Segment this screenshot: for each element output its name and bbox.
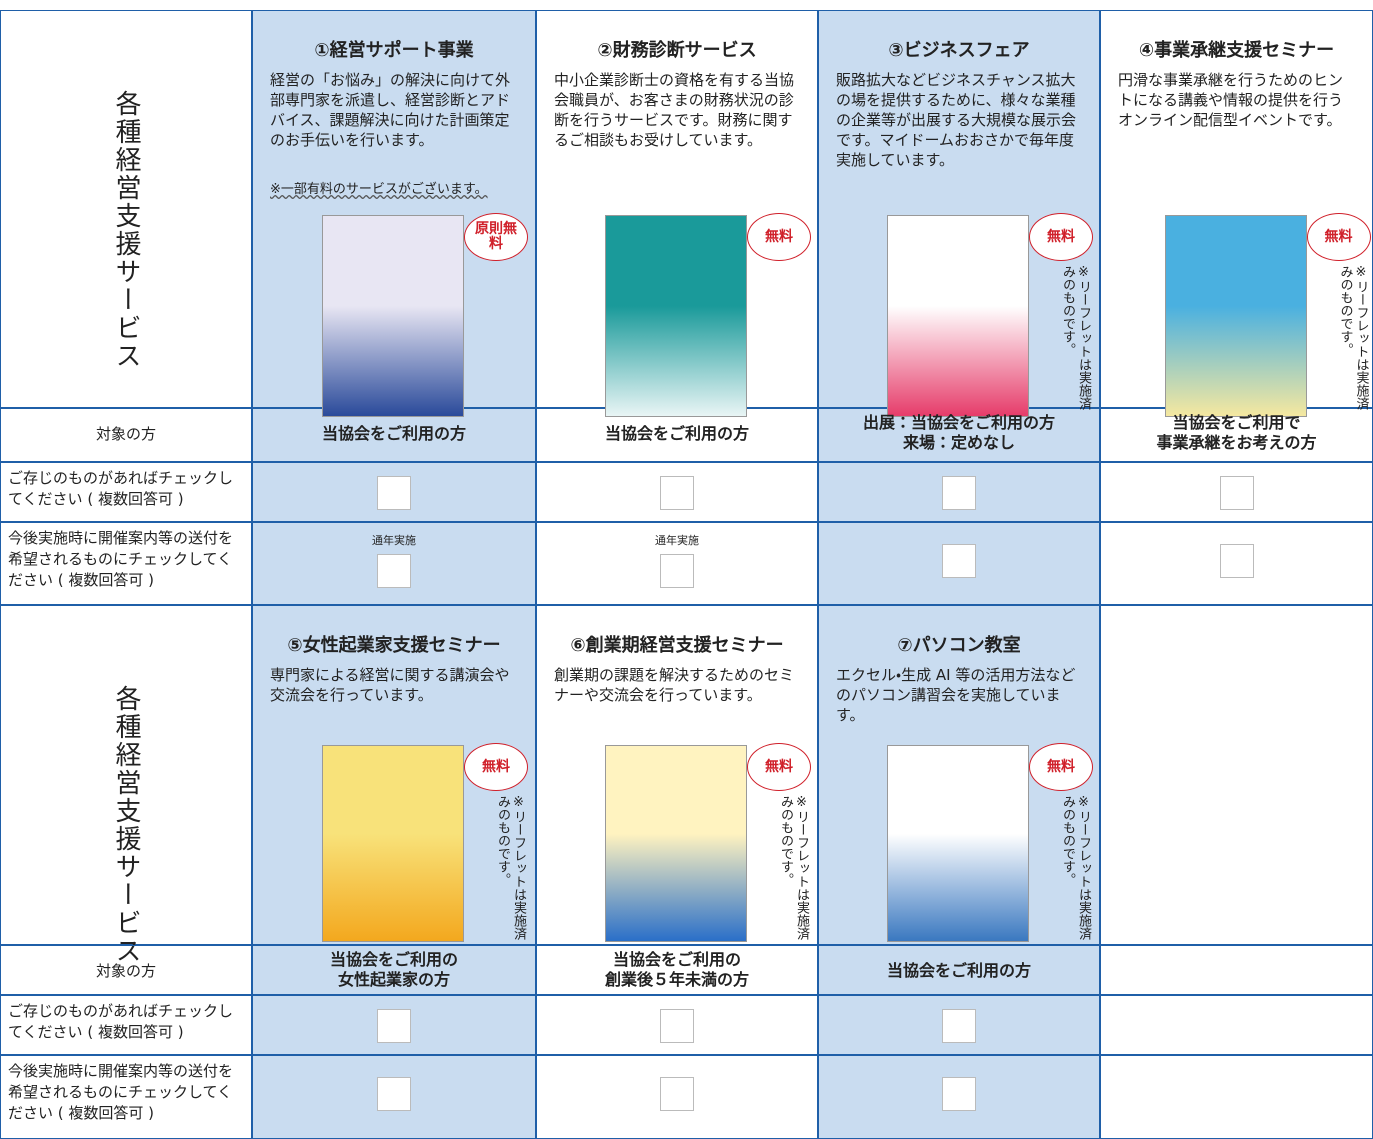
- section-label-cell: [0, 10, 252, 408]
- row-label: ご存じのものがあればチェックしてください ( 複数回答可 ): [8, 1002, 234, 1041]
- checkbox-notify[interactable]: [660, 554, 694, 588]
- service-title: ③ビジネスフェア: [888, 40, 1030, 61]
- free-badge: 無料: [747, 213, 811, 261]
- target: 当協会をご利用の方: [252, 424, 536, 444]
- target-line: 来場：定めなし: [902, 433, 1015, 452]
- checkbox-notify[interactable]: [942, 544, 976, 578]
- target-line: 当協会をご利用の: [329, 950, 458, 969]
- checkbox-notify[interactable]: [942, 1077, 976, 1111]
- target-line: 創業後５年未満の方: [604, 970, 749, 989]
- service-title: ⑥創業期経営支援セミナー: [570, 635, 784, 656]
- table-cell: [252, 945, 536, 995]
- service-title: ④事業承継支援セミナー: [1138, 40, 1335, 61]
- leaflet-image: [887, 745, 1029, 942]
- service-title: ⑤女性起業家支援セミナー: [287, 635, 501, 656]
- checkbox-notify[interactable]: [660, 1077, 694, 1111]
- leaflet-image: [322, 215, 464, 417]
- checkbox-known[interactable]: [660, 476, 694, 510]
- service-note: ※一部有料のサービスがございます。: [270, 182, 488, 197]
- leaflet-note: ※リーフレットは実施済みのものです。: [495, 795, 526, 940]
- target: 当協会をご利用の 女性起業家の方: [252, 950, 536, 990]
- target-line: 当協会をご利用で: [1172, 413, 1301, 432]
- checkbox-known[interactable]: [1219, 476, 1254, 510]
- table-cell: [818, 945, 1100, 995]
- target: 当協会をご利用の 創業後５年未満の方: [536, 950, 818, 990]
- target-line: 当協会をご利用の: [612, 950, 741, 969]
- service-title: ①経営サポート事業: [314, 40, 474, 61]
- service-description: 創業期の課題を解決するためのセミナーや交流会を行っています。: [554, 666, 795, 704]
- target: 出展：当協会をご利用の方 来場：定めなし: [818, 413, 1100, 453]
- table-cell: [536, 522, 818, 605]
- schedule-note: 通年実施: [372, 534, 416, 547]
- service-description: 専門家による経営に関する講演会や交流会を行っています。: [270, 666, 510, 704]
- section-label-cell: [0, 605, 252, 945]
- target: 当協会をご利用の方: [818, 961, 1100, 981]
- leaflet-note: ※リーフレットは実施済みのものです。: [1060, 795, 1091, 940]
- checkbox-notify[interactable]: [1219, 544, 1254, 578]
- row-label-cell: [0, 995, 252, 1055]
- leaflet-note: ※リーフレットは実施済みのものです。: [1060, 265, 1091, 410]
- table-cell: [1100, 945, 1373, 995]
- free-badge: 無料: [747, 743, 811, 791]
- free-badge: 無料: [464, 743, 528, 791]
- row-label: 今後実施時に開催案内等の送付を希望されるものにチェックしてください ( 複数回答…: [8, 529, 234, 589]
- table-cell: [818, 408, 1100, 462]
- service-title: ⑦パソコン教室: [897, 635, 1021, 656]
- row-label: 対象の方: [95, 962, 156, 980]
- table-cell: [1100, 605, 1373, 945]
- leaflet-image: [1164, 215, 1307, 417]
- target-line: 女性起業家の方: [337, 970, 450, 989]
- target-line: 出展：当協会をご利用の方: [862, 413, 1055, 432]
- checkbox-notify[interactable]: [377, 1077, 411, 1111]
- table-cell: [536, 605, 818, 945]
- target: 当協会をご利用で 事業承継をお考えの方: [1100, 413, 1373, 453]
- leaflet-image: [322, 745, 464, 942]
- free-badge: 無料: [1306, 213, 1371, 261]
- service-description: 中小企業診断士の資格を有する当協会職員が、お客さまの財務状況の診断を行うサービス…: [554, 71, 795, 149]
- service-description: 経営の「お悩み」の解決に向けて外部専門家を派遣し、経営診断とアドバイス、課題解決…: [270, 71, 511, 149]
- leaflet-image: [605, 215, 747, 417]
- row-label: 対象の方: [95, 425, 156, 443]
- target-line: 事業承継をお考えの方: [1156, 433, 1317, 452]
- checkbox-known[interactable]: [942, 476, 976, 510]
- leaflet-note: ※リーフレットは実施済みのものです。: [1337, 265, 1369, 410]
- service-description: 販路拡大などビジネスチャンス拡大の場を提供するために、様々な業種の企業等が出展す…: [836, 71, 1077, 169]
- table-cell: [536, 995, 818, 1055]
- row-label-cell: [0, 462, 252, 522]
- table-cell: [536, 462, 818, 522]
- leaflet-note: ※リーフレットは実施済みのものです。: [778, 795, 809, 940]
- row-label-cell: [0, 522, 252, 605]
- target-line: 当協会をご利用の方: [604, 424, 749, 443]
- checkbox-notify[interactable]: [377, 554, 411, 588]
- section-label: 各種経営支援サービス: [111, 90, 141, 370]
- free-badge: 無料: [1029, 743, 1093, 791]
- service-description: 円滑な事業承継を行うためのヒントになる講義や情報の提供を行うオンライン配信型イベ…: [1118, 71, 1344, 129]
- leaflet-image: [605, 745, 747, 942]
- checkbox-known[interactable]: [942, 1009, 976, 1043]
- target-line: 当協会をご利用の方: [321, 424, 466, 443]
- row-label: 今後実施時に開催案内等の送付を希望されるものにチェックしてください ( 複数回答…: [8, 1062, 234, 1122]
- target-line: 当協会をご利用の方: [886, 961, 1031, 980]
- schedule-note: 通年実施: [655, 534, 699, 547]
- checkbox-known[interactable]: [377, 1009, 411, 1043]
- free-badge: 原則無料: [464, 213, 528, 261]
- checkbox-known[interactable]: [377, 476, 411, 510]
- service-description: エクセル・生成 AI 等の活用方法などのパソコン講習会を実施しています。: [836, 666, 1076, 724]
- target: 当協会をご利用の方: [536, 424, 818, 444]
- row-label-cell: [0, 408, 252, 462]
- table-cell: [1100, 1055, 1373, 1139]
- row-label-cell: [0, 945, 252, 995]
- service-title: ②財務診断サービス: [597, 40, 757, 61]
- leaflet-image: [887, 215, 1029, 417]
- section-label: 各種経営支援サービス: [111, 685, 141, 965]
- table-cell: [536, 945, 818, 995]
- table-cell: [1100, 995, 1373, 1055]
- checkbox-known[interactable]: [660, 1009, 694, 1043]
- free-badge: 無料: [1029, 213, 1093, 261]
- row-label: ご存じのものがあればチェックしてください ( 複数回答可 ): [8, 469, 234, 508]
